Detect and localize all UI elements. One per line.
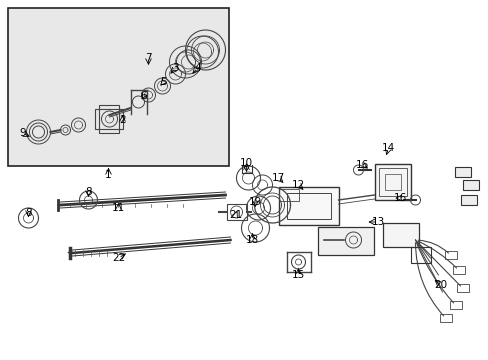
Bar [317,227,373,255]
Bar [95,109,123,129]
Text: 8: 8 [25,208,32,218]
Text: 15: 15 [291,270,305,280]
Text: 18: 18 [245,235,259,245]
Bar [226,204,246,220]
Bar [451,266,464,274]
Text: 22: 22 [112,253,125,263]
Bar [453,167,469,177]
Bar [374,164,409,200]
Text: 16: 16 [393,193,407,203]
Bar [382,223,418,247]
Bar [439,314,450,322]
Text: 14: 14 [381,143,394,153]
Text: 20: 20 [433,280,446,290]
Text: 5: 5 [160,77,166,87]
Text: 19: 19 [248,197,262,207]
Bar [99,105,119,133]
Bar [448,301,461,309]
Bar [456,284,468,292]
Text: 13: 13 [371,217,385,227]
Text: 4: 4 [194,63,201,73]
Text: 7: 7 [145,53,151,63]
Text: 8: 8 [85,187,92,197]
Text: 17: 17 [271,173,285,183]
Bar [444,251,456,259]
Bar [278,187,338,225]
Text: 12: 12 [291,180,305,190]
Bar [378,168,406,196]
Text: 6: 6 [140,91,146,101]
Text: 10: 10 [240,158,253,168]
Bar [286,193,330,219]
Text: 11: 11 [112,203,125,213]
Bar [8,8,228,166]
Bar [460,195,475,205]
Bar [462,180,478,190]
Text: 16: 16 [355,160,368,170]
Text: 9: 9 [19,128,26,138]
Bar [278,189,298,201]
Text: 3: 3 [172,63,179,73]
Text: 1: 1 [105,170,112,180]
Bar [384,174,400,190]
Text: 2: 2 [119,115,125,125]
Text: 21: 21 [228,210,242,220]
Bar [409,247,429,263]
